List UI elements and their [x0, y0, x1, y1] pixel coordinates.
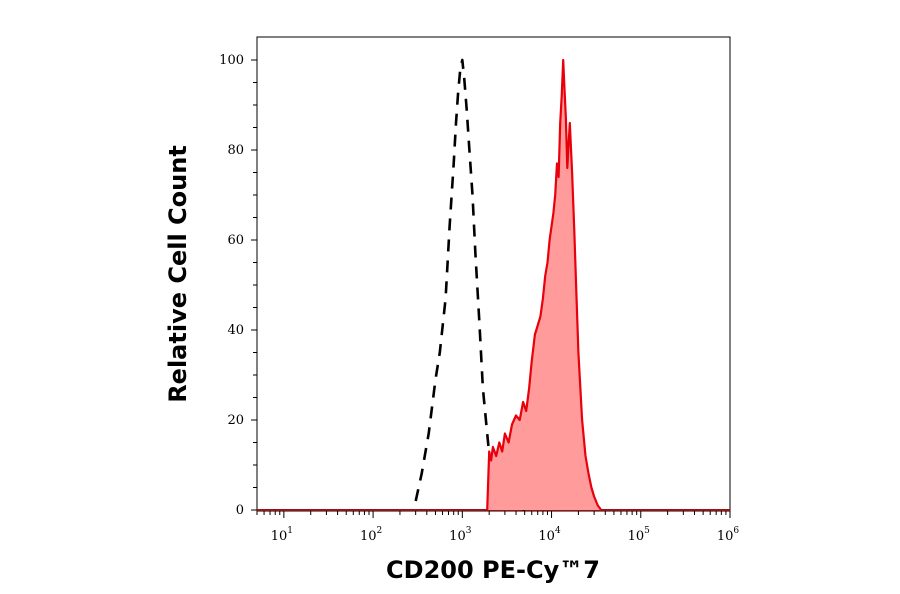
x-tick-label: 102 [360, 526, 382, 544]
y-tick-label: 100 [219, 53, 244, 68]
x-axis-ticks: 101 102 103 104 105 106 [256, 511, 740, 544]
x-tick-label: 106 [717, 526, 740, 544]
x-axis-title: CD200 PE-Cy™7 [386, 556, 600, 584]
series-1-fill [487, 60, 602, 510]
x-tick-label: 104 [538, 526, 561, 544]
y-tick-label: 60 [227, 233, 244, 248]
y-tick-label: 0 [236, 503, 244, 518]
plot-frame [256, 36, 731, 512]
y-tick-label: 80 [227, 143, 244, 158]
series-layer [257, 58, 730, 512]
series-1-line [486, 58, 603, 511]
y-axis-title: Relative Cell Count [164, 145, 192, 403]
x-tick-label: 105 [628, 526, 651, 544]
y-axis-ticks: 0 20 40 60 80 100 [219, 53, 257, 518]
x-tick-label: 101 [271, 526, 293, 544]
y-tick-label: 20 [227, 413, 244, 428]
y-tick-label: 40 [227, 323, 244, 338]
x-tick-label: 103 [449, 526, 472, 544]
